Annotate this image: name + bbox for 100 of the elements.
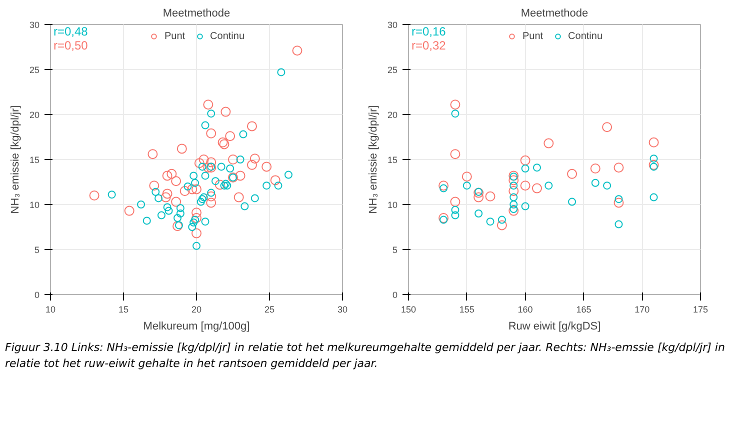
point [262, 182, 271, 190]
legend-label: Continu [210, 30, 245, 42]
y-tick-label: 30 [29, 20, 40, 30]
y-tick-label: 0 [34, 290, 40, 300]
point [462, 172, 472, 182]
point [188, 223, 196, 231]
y-tick-label: 25 [29, 65, 40, 75]
point [222, 180, 230, 188]
point [217, 162, 226, 171]
point [184, 182, 192, 190]
point [108, 190, 116, 199]
point [474, 210, 483, 218]
point [603, 182, 612, 190]
point [521, 164, 530, 172]
point [450, 149, 460, 160]
point [174, 214, 182, 222]
point [214, 180, 225, 190]
point [544, 182, 553, 190]
point [614, 198, 624, 208]
x-tick-label: 175 [692, 304, 708, 314]
y-tick-label: 5 [34, 245, 40, 255]
point [648, 137, 659, 148]
point [176, 144, 187, 154]
legend-label: Punt [522, 30, 544, 42]
point [262, 162, 272, 172]
y-tick-label: 10 [29, 200, 40, 210]
point [521, 202, 530, 210]
point [284, 170, 292, 179]
point [166, 168, 177, 179]
point [149, 180, 160, 191]
annotation: r=0,48 [54, 24, 88, 38]
point [440, 184, 448, 192]
point [591, 178, 600, 187]
annotation: r=0,32 [412, 38, 446, 52]
point [450, 196, 460, 207]
point [485, 191, 496, 202]
point [496, 220, 507, 230]
x-axis-title: Melkureum [mg/100g] [143, 320, 250, 332]
point [124, 206, 134, 216]
point [508, 206, 519, 216]
point [211, 177, 220, 186]
point [206, 128, 216, 138]
x-tick-label: 25 [264, 304, 275, 314]
y-axis-title: NH₃ emissie [kg/dpl/jr] [367, 105, 380, 214]
point [196, 198, 205, 206]
point [520, 180, 530, 191]
point [191, 216, 200, 224]
point [192, 242, 200, 250]
point [250, 194, 259, 202]
point [223, 182, 232, 190]
point [277, 68, 286, 76]
point [206, 191, 216, 202]
y-tick-label: 20 [387, 110, 398, 120]
annotation: r=0,50 [54, 38, 88, 52]
y-axis-title: NH₃ emissie [kg/dpl/jr] [9, 105, 22, 214]
point [190, 218, 198, 226]
y-tick-label: 0 [392, 290, 398, 300]
point [650, 154, 658, 163]
x-tick-label: 15 [118, 304, 129, 314]
point [510, 193, 518, 202]
y-tick-label: 5 [392, 245, 398, 255]
point [234, 192, 244, 202]
point [648, 160, 659, 170]
point [236, 156, 244, 164]
point [200, 193, 208, 202]
point [190, 172, 198, 180]
point [206, 157, 216, 168]
point [187, 184, 198, 194]
point [176, 210, 184, 218]
point [532, 183, 542, 194]
y-tick-label: 30 [387, 20, 398, 30]
point [250, 154, 260, 164]
point [650, 193, 658, 202]
point [171, 176, 182, 186]
point [520, 155, 530, 166]
point [225, 131, 236, 142]
point [532, 164, 541, 172]
x-tick-label: 150 [400, 304, 416, 314]
point [198, 162, 206, 171]
point [142, 216, 151, 225]
point [450, 100, 460, 110]
point [270, 175, 280, 186]
point [162, 188, 172, 199]
point [171, 196, 182, 207]
point [163, 203, 172, 212]
legend-title: Meetmethode [520, 8, 588, 20]
point [228, 154, 238, 164]
point [274, 182, 282, 190]
y-tick-label: 25 [387, 65, 398, 75]
point [162, 170, 172, 181]
y-tick-label: 20 [29, 110, 40, 120]
x-axis-title: Ruw eiwit [g/kgDS] [508, 320, 601, 332]
point [508, 186, 519, 196]
point [240, 202, 249, 210]
y-tick-label: 10 [387, 200, 398, 210]
point [510, 205, 518, 213]
point [486, 218, 494, 226]
point [226, 164, 234, 172]
legend-label: Punt [164, 30, 186, 42]
text: Figuur 3.10 Links: NH₃-emissie [kg/dpl/jr] in relatie tot het melkureumgehalte gemiddeld per jaar. Rechts: NH₃-emssie [kg/dpl/jr] in relatie tot het ruw-eiwit gehalte in het rantsoen gemiddeld per jaar. [5, 340, 725, 372]
